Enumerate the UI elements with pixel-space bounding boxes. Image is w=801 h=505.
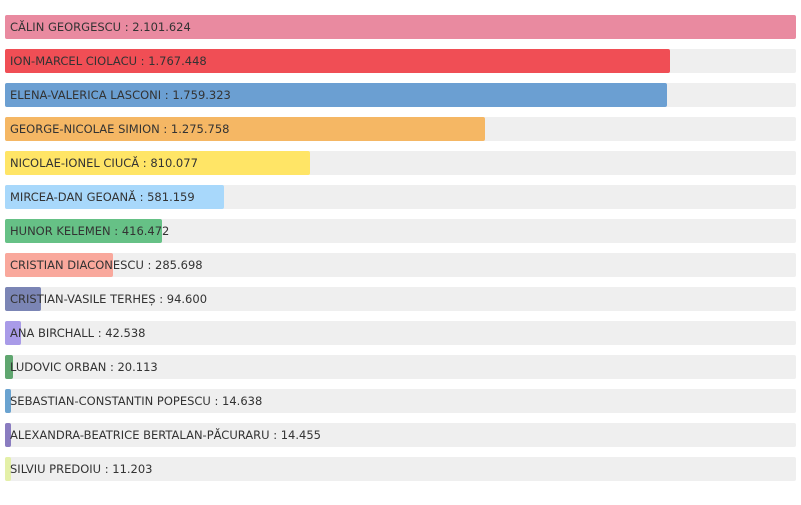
bar-label: GEORGE-NICOLAE SIMION : 1.275.758 bbox=[10, 122, 230, 136]
bar-label: ELENA-VALERICA LASCONI : 1.759.323 bbox=[10, 88, 231, 102]
bar[interactable] bbox=[5, 15, 796, 39]
bar[interactable] bbox=[5, 253, 113, 277]
bar[interactable] bbox=[5, 185, 224, 209]
bar[interactable] bbox=[5, 423, 11, 447]
bar-label: NICOLAE-IONEL CIUCĂ : 810.077 bbox=[10, 156, 198, 170]
bar-track: ELENA-VALERICA LASCONI : 1.759.323 bbox=[5, 83, 796, 107]
bar[interactable] bbox=[5, 389, 11, 413]
bar-track: LUDOVIC ORBAN : 20.113 bbox=[5, 355, 796, 379]
bar-track: ALEXANDRA-BEATRICE BERTALAN-PĂCURARU : 1… bbox=[5, 423, 796, 447]
bar[interactable] bbox=[5, 355, 13, 379]
bar-label: MIRCEA-DAN GEOANĂ : 581.159 bbox=[10, 190, 195, 204]
bar-label: CĂLIN GEORGESCU : 2.101.624 bbox=[10, 20, 191, 34]
bar-label: ION-MARCEL CIOLACU : 1.767.448 bbox=[10, 54, 207, 68]
bar-track: ION-MARCEL CIOLACU : 1.767.448 bbox=[5, 49, 796, 73]
bar-label: ANA BIRCHALL : 42.538 bbox=[10, 326, 146, 340]
bar-label: SEBASTIAN-CONSTANTIN POPESCU : 14.638 bbox=[10, 394, 263, 408]
bar-label: LUDOVIC ORBAN : 20.113 bbox=[10, 360, 158, 374]
bar[interactable] bbox=[5, 287, 41, 311]
bar-label: CRISTIAN-VASILE TERHEȘ : 94.600 bbox=[10, 292, 208, 306]
bar-track: GEORGE-NICOLAE SIMION : 1.275.758 bbox=[5, 117, 796, 141]
bar-track: HUNOR KELEMEN : 416.472 bbox=[5, 219, 796, 243]
bar-track: CĂLIN GEORGESCU : 2.101.624 bbox=[5, 15, 796, 39]
bar-track: CRISTIAN-VASILE TERHEȘ : 94.600 bbox=[5, 287, 796, 311]
bar-track: CRISTIAN DIACONESCU : 285.698 bbox=[5, 253, 796, 277]
bar[interactable] bbox=[5, 151, 310, 175]
bar-chart: CĂLIN GEORGESCU : 2.101.624 ION-MARCEL CI… bbox=[5, 15, 796, 491]
bar-track: SEBASTIAN-CONSTANTIN POPESCU : 14.638 bbox=[5, 389, 796, 413]
bar-track: ANA BIRCHALL : 42.538 bbox=[5, 321, 796, 345]
bar-track: SILVIU PREDOIU : 11.203 bbox=[5, 457, 796, 481]
bar-track: MIRCEA-DAN GEOANĂ : 581.159 bbox=[5, 185, 796, 209]
bar-label: CRISTIAN DIACONESCU : 285.698 bbox=[10, 258, 203, 272]
bar-label: ALEXANDRA-BEATRICE BERTALAN-PĂCURARU : 1… bbox=[10, 428, 321, 442]
bar[interactable] bbox=[5, 219, 162, 243]
bar[interactable] bbox=[5, 83, 668, 107]
bar[interactable] bbox=[5, 457, 11, 481]
bar-label: SILVIU PREDOIU : 11.203 bbox=[10, 462, 153, 476]
bar[interactable] bbox=[5, 117, 486, 141]
bar-track: NICOLAE-IONEL CIUCĂ : 810.077 bbox=[5, 151, 796, 175]
bar-label: HUNOR KELEMEN : 416.472 bbox=[10, 224, 170, 238]
bar[interactable] bbox=[5, 49, 671, 73]
bar[interactable] bbox=[5, 321, 21, 345]
